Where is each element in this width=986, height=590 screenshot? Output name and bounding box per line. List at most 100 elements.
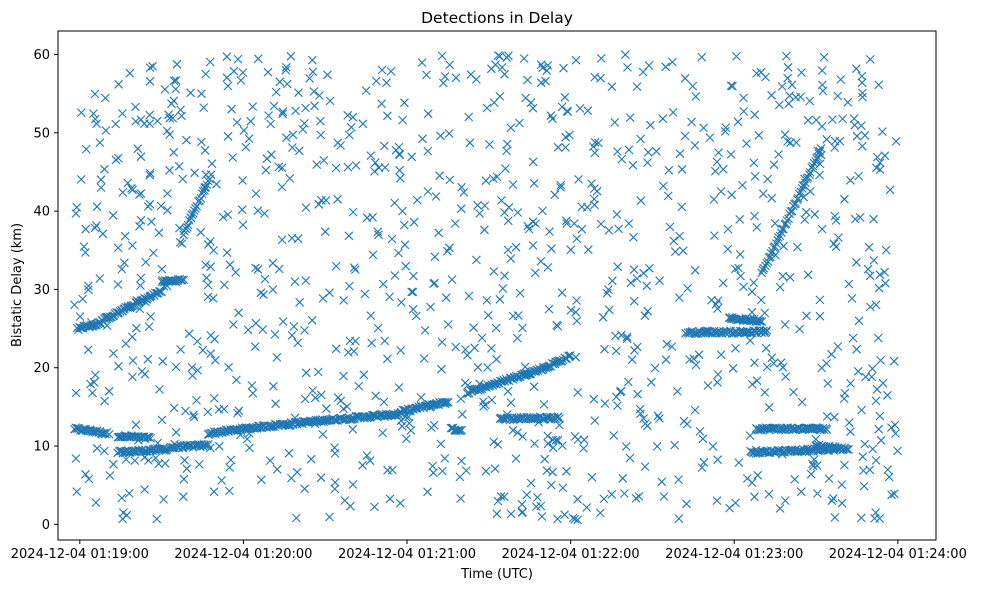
data-point-marker	[145, 119, 154, 129]
data-point-marker	[275, 77, 285, 87]
data-point-marker	[529, 178, 539, 188]
data-point-marker	[817, 224, 827, 234]
y-tick-label: 0	[42, 518, 50, 533]
data-point-marker	[423, 487, 432, 497]
data-point-marker	[523, 75, 532, 85]
data-point-marker	[170, 439, 179, 449]
data-point-marker	[497, 196, 506, 205]
data-point-marker	[623, 63, 632, 72]
data-point-marker	[482, 296, 492, 305]
data-point-marker	[269, 381, 278, 391]
data-point-marker	[114, 79, 123, 89]
data-point-marker	[310, 419, 320, 429]
data-point-marker	[846, 379, 855, 388]
data-point-marker	[72, 487, 82, 496]
data-point-marker	[201, 69, 211, 79]
data-point-marker	[282, 133, 291, 143]
data-point-marker	[271, 87, 281, 97]
data-point-marker	[253, 264, 263, 274]
data-point-marker	[780, 320, 790, 329]
data-point-marker	[612, 210, 622, 219]
data-point-marker	[383, 354, 392, 364]
data-point-marker	[177, 275, 187, 285]
data-point-marker	[238, 176, 247, 185]
data-point-marker	[809, 455, 819, 464]
x-axis-label: Time (UTC)	[460, 567, 533, 582]
data-point-marker	[625, 113, 635, 122]
data-point-marker	[198, 441, 208, 451]
data-point-marker	[816, 443, 825, 452]
data-point-marker	[411, 311, 421, 321]
data-point-marker	[858, 92, 867, 102]
x-tick-label: 2024-12-04 01:22:00	[502, 547, 640, 562]
data-point-marker	[747, 380, 757, 389]
data-point-marker	[767, 353, 777, 363]
data-point-marker	[481, 176, 491, 186]
data-point-marker	[646, 377, 656, 387]
data-point-marker	[407, 287, 416, 297]
data-point-marker	[451, 342, 461, 352]
data-point-marker	[531, 502, 541, 511]
data-point-marker	[343, 162, 353, 172]
data-point-marker	[760, 388, 770, 397]
data-point-marker	[710, 166, 720, 176]
data-point-marker	[401, 434, 411, 444]
data-point-marker	[169, 96, 179, 106]
data-point-marker	[659, 492, 669, 501]
data-point-marker	[789, 387, 798, 397]
data-point-marker	[519, 54, 529, 63]
data-point-marker	[492, 172, 502, 182]
data-point-marker	[843, 97, 853, 107]
data-point-marker	[71, 454, 81, 463]
data-point-marker	[130, 456, 140, 465]
data-point-marker	[181, 406, 190, 416]
data-point-marker	[872, 384, 882, 394]
data-point-marker	[83, 345, 93, 355]
data-point-marker	[497, 63, 507, 72]
data-point-marker	[351, 161, 361, 170]
data-point-marker	[274, 162, 284, 172]
data-point-marker	[343, 110, 353, 120]
data-point-marker	[587, 472, 597, 482]
data-point-marker	[540, 454, 550, 464]
data-point-marker	[573, 494, 582, 504]
data-point-marker	[84, 285, 93, 295]
data-point-marker	[876, 435, 886, 445]
data-point-marker	[125, 68, 135, 78]
data-point-marker	[708, 329, 717, 338]
data-point-marker	[771, 250, 780, 260]
data-point-marker	[288, 130, 298, 140]
data-point-marker	[195, 196, 205, 205]
data-point-marker	[246, 116, 256, 126]
data-point-marker	[331, 163, 341, 173]
data-point-marker	[160, 459, 170, 468]
data-point-marker	[417, 58, 427, 67]
data-point-marker	[396, 298, 406, 307]
data-point-marker	[92, 202, 102, 212]
data-point-marker	[495, 52, 505, 61]
data-point-marker	[123, 178, 133, 188]
data-point-marker	[679, 416, 689, 426]
data-point-marker	[288, 143, 297, 152]
data-point-marker	[301, 276, 311, 285]
data-point-marker	[316, 473, 326, 483]
data-point-marker	[443, 246, 452, 256]
data-point-marker	[750, 110, 760, 120]
data-point-marker	[318, 294, 328, 303]
data-point-marker	[762, 362, 772, 372]
data-point-marker	[609, 431, 619, 440]
data-point-marker	[274, 264, 284, 274]
data-point-marker	[751, 445, 761, 455]
data-point-marker	[596, 219, 606, 229]
data-point-marker	[500, 271, 509, 281]
data-point-marker	[404, 418, 414, 428]
data-point-marker	[261, 165, 271, 175]
data-point-marker	[165, 113, 175, 123]
data-point-marker	[231, 268, 241, 277]
data-point-marker	[726, 81, 736, 91]
data-point-marker	[203, 407, 213, 417]
data-point-marker	[233, 408, 242, 418]
data-point-marker	[558, 483, 568, 493]
data-point-marker	[858, 452, 868, 462]
data-point-marker	[377, 99, 386, 109]
